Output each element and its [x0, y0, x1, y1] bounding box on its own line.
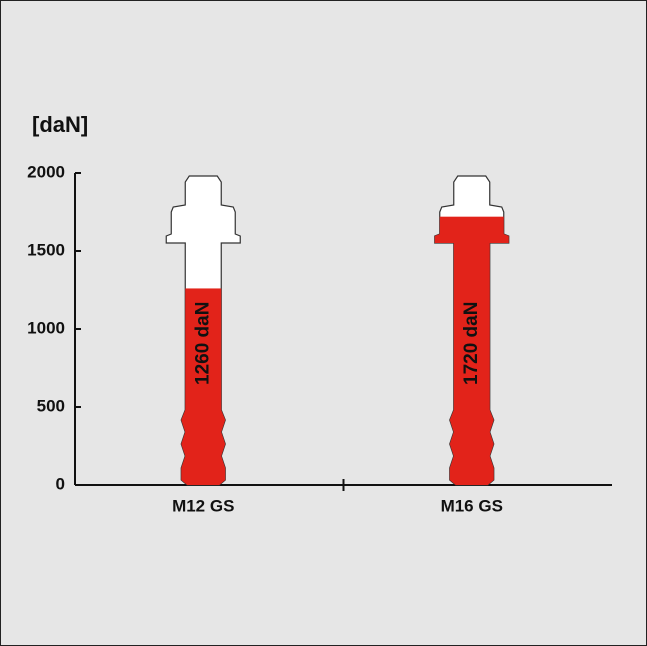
value-label: 1720 daN [461, 302, 482, 385]
y-tick-label: 500 [37, 396, 65, 415]
x-tick-label: M12 GS [172, 496, 234, 515]
y-axis-label: [daN] [32, 112, 88, 137]
x-tick-label: M16 GS [441, 496, 503, 515]
y-tick-label: 1500 [27, 240, 65, 259]
y-tick-label: 1000 [27, 318, 65, 337]
y-tick-label: 2000 [27, 162, 65, 181]
value-label: 1260 daN [192, 302, 213, 385]
y-tick-label: 0 [56, 474, 65, 493]
